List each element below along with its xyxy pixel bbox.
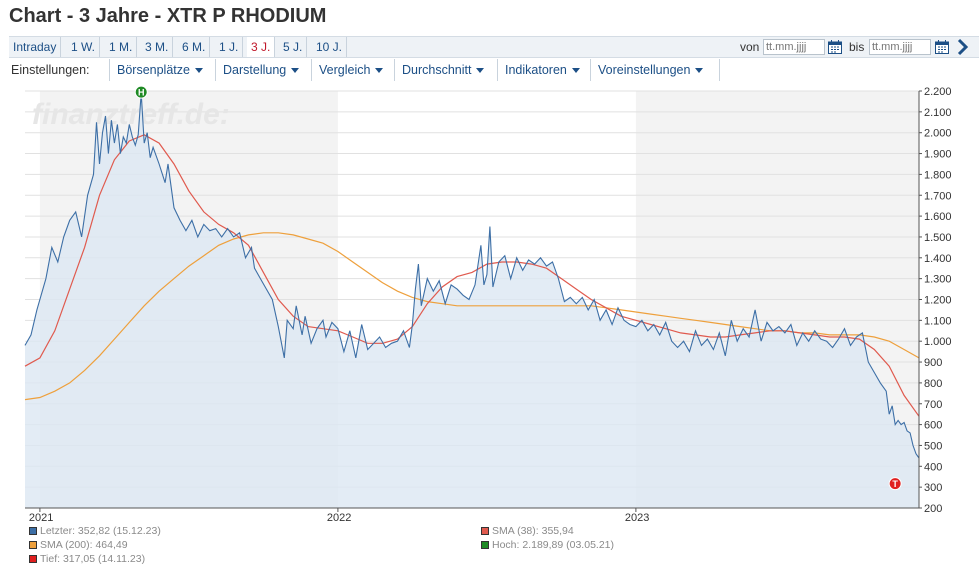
price-area: [25, 93, 919, 508]
sma38-line: [24, 134, 920, 417]
from-date-input[interactable]: [763, 39, 825, 55]
y-tick-label: 200: [924, 503, 942, 515]
y-tick-label: 2.100: [924, 107, 952, 119]
to-date-input[interactable]: [869, 39, 931, 55]
y-tick-label: 800: [924, 378, 942, 390]
menu-voreinstellungen[interactable]: Voreinstellungen: [590, 59, 704, 81]
y-tick-label: 2.200: [924, 86, 952, 98]
y-tick-label: 1.200: [924, 295, 952, 307]
legend-item-hoch: Hoch: 2.189,89 (03.05.21): [481, 539, 614, 551]
caret-down-icon: [695, 68, 704, 74]
low-marker-label: T: [892, 479, 898, 489]
y-tick-label: 700: [924, 399, 942, 411]
y-tick-label: 400: [924, 461, 942, 473]
y-tick-label: 600: [924, 420, 942, 432]
watermark: finanztreff.de:: [32, 98, 230, 131]
range-intraday[interactable]: Intraday: [9, 37, 62, 57]
range-1m[interactable]: 1 M.: [105, 37, 138, 57]
menu-durchschnitt[interactable]: Durchschnitt: [394, 59, 485, 81]
range-6m[interactable]: 6 M.: [178, 37, 211, 57]
y-tick-label: 1.100: [924, 315, 952, 327]
range-1w[interactable]: 1 W.: [67, 37, 101, 57]
menu-indikatoren[interactable]: Indikatoren: [497, 59, 580, 81]
legend-swatch: [29, 555, 37, 563]
menu-vergleich[interactable]: Vergleich: [311, 59, 384, 81]
price-line: [24, 93, 920, 459]
caret-down-icon: [571, 68, 580, 74]
x-tick-label: 2021: [29, 512, 53, 524]
y-tick-label: 1.900: [924, 149, 952, 161]
settings-toolbar: Einstellungen: Börsenplätze Darstellung …: [9, 59, 979, 81]
y-tick-label: 1.800: [924, 169, 952, 181]
legend-item-letzter: Letzter: 352,82 (15.12.23): [29, 525, 161, 537]
settings-label: Einstellungen:: [11, 63, 90, 77]
high-marker: [134, 85, 148, 99]
y-tick-label: 1.500: [924, 232, 952, 244]
caret-down-icon: [476, 68, 485, 74]
legend-item-sma200: SMA (200): 464,49: [29, 539, 128, 551]
legend-swatch: [29, 541, 37, 549]
legend-text: Tief: 317,05 (14.11.23): [40, 553, 146, 565]
low-marker: [888, 477, 902, 491]
x-tick-label: 2023: [625, 512, 649, 524]
calendar-icon[interactable]: [935, 40, 949, 54]
legend-text: SMA (38): 355,94: [492, 525, 574, 537]
legend-text: Hoch: 2.189,89 (03.05.21): [492, 539, 615, 551]
range-3y[interactable]: 3 J.: [247, 37, 276, 57]
menu-label: Börsenplätze: [117, 63, 190, 77]
x-tick-label: 2022: [327, 512, 351, 524]
y-tick-label: 1.700: [924, 190, 952, 202]
legend-swatch: [481, 527, 489, 535]
menu-divider: [719, 59, 720, 81]
page-title: Chart - 3 Jahre - XTR P RHODIUM: [9, 5, 327, 27]
menu-label: Durchschnitt: [402, 63, 472, 77]
legend-item-sma38: SMA (38): 355,94: [481, 525, 574, 537]
chevron-right-icon[interactable]: [957, 38, 969, 56]
menu-label: Indikatoren: [505, 63, 567, 77]
y-tick-label: 1.400: [924, 253, 952, 265]
y-tick-label: 500: [924, 440, 942, 452]
menu-label: Darstellung: [223, 63, 287, 77]
from-label: von: [740, 40, 760, 54]
y-tick-label: 900: [924, 357, 942, 369]
menu-label: Vergleich: [319, 63, 371, 77]
legend-item-tief: Tief: 317,05 (14.11.23): [29, 553, 145, 565]
price-chart: 200 300 400 500 600 700 800 900 1.000 1.100 1.200 1…: [24, 85, 952, 524]
range-10y[interactable]: 10 J.: [312, 37, 348, 57]
calendar-icon[interactable]: [828, 40, 842, 54]
legend-text: Letzter: 352,82 (15.12.23): [40, 525, 161, 537]
menu-label: Voreinstellungen: [598, 63, 691, 77]
range-5y[interactable]: 5 J.: [279, 37, 308, 57]
caret-down-icon: [291, 68, 300, 74]
y-tick-label: 2.000: [924, 128, 952, 140]
y-tick-label: 1.000: [924, 336, 952, 348]
high-marker-label: H: [138, 88, 145, 98]
range-3m[interactable]: 3 M.: [141, 37, 174, 57]
legend-swatch: [29, 527, 37, 535]
y-tick-label: 300: [924, 482, 942, 494]
range-1y[interactable]: 1 J.: [215, 37, 244, 57]
y-tick-label: 1.300: [924, 274, 952, 286]
menu-darstellung[interactable]: Darstellung: [215, 59, 300, 81]
range-toolbar: Intraday 1 W. 1 M. 3 M. 6 M. 1 J. 3 J. 5…: [9, 36, 979, 58]
menu-boersenplaetze[interactable]: Börsenplätze: [109, 59, 203, 81]
legend-text: SMA (200): 464,49: [40, 539, 128, 551]
caret-down-icon: [375, 68, 384, 74]
y-tick-label: 1.600: [924, 211, 952, 223]
legend-swatch: [481, 541, 489, 549]
to-label: bis: [849, 40, 865, 54]
caret-down-icon: [194, 68, 203, 74]
